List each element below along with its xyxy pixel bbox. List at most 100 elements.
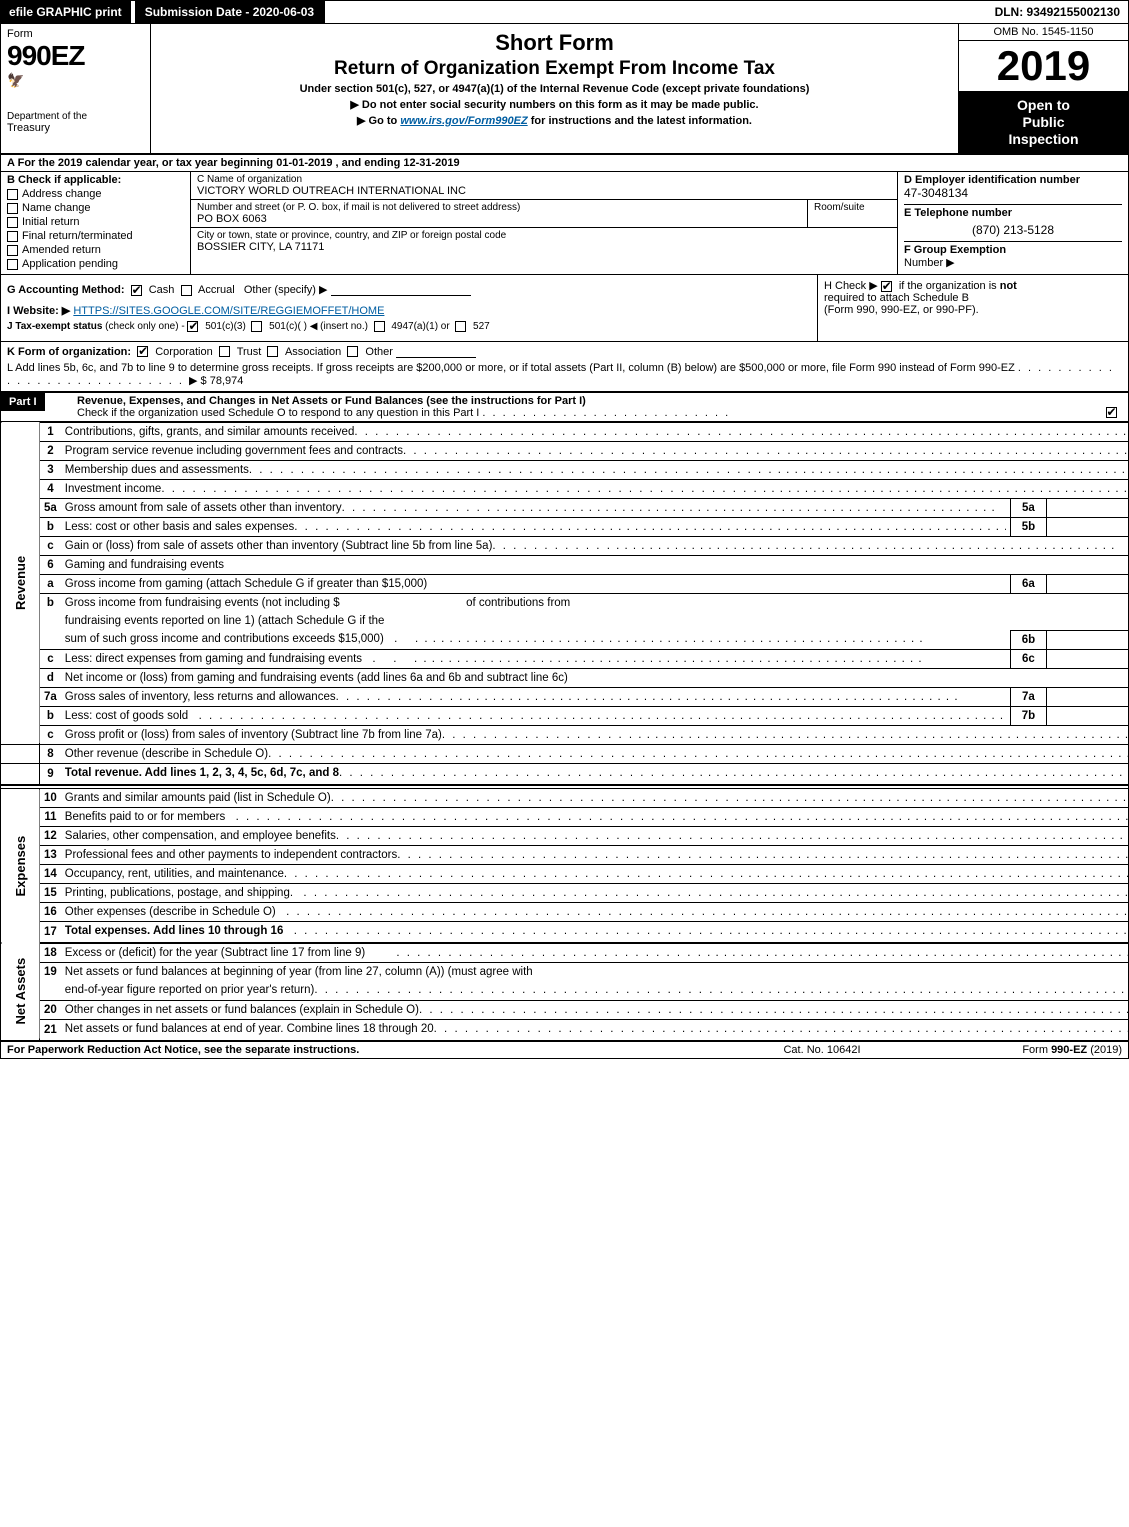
c-city-label: City or town, state or province, country… xyxy=(197,230,891,241)
h-not: not xyxy=(1000,280,1017,292)
g-accrual-label: Accrual xyxy=(198,284,235,296)
expenses-side-label: Expenses xyxy=(1,789,40,944)
r19-num: 19 xyxy=(40,963,61,982)
dots: . . . xyxy=(362,653,1006,665)
k-other-blank[interactable] xyxy=(396,346,476,358)
g-cash-checkbox[interactable] xyxy=(131,285,142,296)
colb-item-3: Final return/terminated xyxy=(7,230,184,242)
dots: . . . . . . . . . . . . . . . . . . . . … xyxy=(188,710,1006,722)
r16-num: 16 xyxy=(40,903,61,922)
irs-link[interactable]: www.irs.gov/Form990EZ xyxy=(400,115,527,127)
tax-year: 2019 xyxy=(959,41,1128,91)
k-assoc-label: Association xyxy=(285,346,341,358)
col-gij: G Accounting Method: Cash Accrual Other … xyxy=(1,275,818,340)
r6b-num: b xyxy=(40,593,61,612)
footer-right-form: 990-EZ xyxy=(1051,1044,1087,1056)
r6-desc: Gaming and fundraising events xyxy=(61,555,1129,574)
treasury-seal-icon: 🦅 xyxy=(7,72,144,89)
header-center: Short Form Return of Organization Exempt… xyxy=(151,24,958,153)
j-4947-label: 4947(a)(1) or xyxy=(391,322,449,333)
r12-desc: Salaries, other compensation, and employ… xyxy=(65,830,336,842)
footer-right-post: (2019) xyxy=(1087,1044,1122,1056)
row-6a: a Gross income from gaming (attach Sched… xyxy=(1,574,1129,593)
dept-line1: Department of the xyxy=(7,111,144,122)
r5a-desc: Gross amount from sale of assets other t… xyxy=(65,502,342,514)
row-12: 12 Salaries, other compensation, and emp… xyxy=(1,827,1129,846)
row-17: 17 Total expenses. Add lines 10 through … xyxy=(1,922,1129,944)
colb-checkbox-0[interactable] xyxy=(7,189,18,200)
d-ein-value: 47-3048134 xyxy=(904,186,1122,200)
k-other-checkbox[interactable] xyxy=(347,346,358,357)
r19-desc-l2: end-of-year figure reported on prior yea… xyxy=(65,984,315,996)
r7c-desc: Gross profit or (loss) from sales of inv… xyxy=(65,729,442,741)
i-label: I Website: ▶ xyxy=(7,305,70,317)
r7a-desc: Gross sales of inventory, less returns a… xyxy=(65,691,336,703)
row-20: 20 Other changes in net assets or fund b… xyxy=(1,1000,1129,1019)
r10-desc: Grants and similar amounts paid (list in… xyxy=(65,792,331,804)
c-name-label: C Name of organization xyxy=(197,174,891,185)
r6b-sval xyxy=(1046,630,1129,649)
dots: . . . . . . . . . . . . . . . . . . . . … xyxy=(331,792,1129,804)
r6-num: 6 xyxy=(40,555,61,574)
part-i-checkline: Check if the organization used Schedule … xyxy=(77,407,479,419)
dots: . . . . . . . . . . . . . . . . . . . . … xyxy=(293,887,1129,899)
r18-desc: Excess or (deficit) for the year (Subtra… xyxy=(65,947,365,959)
row-6c: c Less: direct expenses from gaming and … xyxy=(1,649,1129,668)
row-13: 13 Professional fees and other payments … xyxy=(1,846,1129,865)
r5c-desc: Gain or (loss) from sale of assets other… xyxy=(65,540,493,552)
part-i-schedO-checkbox[interactable] xyxy=(1106,407,1117,418)
colb-checkbox-4[interactable] xyxy=(7,245,18,256)
j-note: (check only one) - xyxy=(102,322,187,333)
r6c-desc: Less: direct expenses from gaming and fu… xyxy=(65,653,362,665)
g-accrual-checkbox[interactable] xyxy=(181,285,192,296)
row-21: 21 Net assets or fund balances at end of… xyxy=(1,1019,1129,1040)
j-501c-checkbox[interactable] xyxy=(251,321,262,332)
k-assoc-checkbox[interactable] xyxy=(267,346,278,357)
r4-num: 4 xyxy=(40,479,61,498)
title-sub1: Under section 501(c), 527, or 4947(a)(1)… xyxy=(159,83,950,95)
colb-checkbox-5[interactable] xyxy=(7,259,18,270)
l-value: ▶ $ 78,974 xyxy=(189,375,243,387)
block-gh: G Accounting Method: Cash Accrual Other … xyxy=(1,275,1128,341)
r9-desc-wrap: Total revenue. Add lines 1, 2, 3, 4, 5c,… xyxy=(65,767,339,781)
r17-num: 17 xyxy=(40,922,61,944)
k-corp-label: Corporation xyxy=(155,346,212,358)
r7a-snum: 7a xyxy=(1010,687,1046,706)
r6c-sval xyxy=(1046,649,1129,668)
row-7c: c Gross profit or (loss) from sales of i… xyxy=(1,725,1129,744)
colb-checkbox-2[interactable] xyxy=(7,217,18,228)
j-4947-checkbox[interactable] xyxy=(374,321,385,332)
efile-print-button[interactable]: efile GRAPHIC print xyxy=(1,1,131,23)
r7b-desc: Less: cost of goods sold xyxy=(65,710,188,722)
k-trust-checkbox[interactable] xyxy=(219,346,230,357)
f-group-label2: Number ▶ xyxy=(904,257,955,269)
row-10: Expenses 10 Grants and similar amounts p… xyxy=(1,789,1129,808)
i-website-link[interactable]: HTTPS://SITES.GOOGLE.COM/SITE/REGGIEMOFF… xyxy=(73,305,384,317)
submission-date-button[interactable]: Submission Date - 2020-06-03 xyxy=(135,1,325,23)
h-pre: H Check ▶ xyxy=(824,280,881,292)
part-i-badge: Part I xyxy=(1,393,45,411)
colb-checkbox-1[interactable] xyxy=(7,203,18,214)
j-527-checkbox[interactable] xyxy=(455,321,466,332)
h-post: if the organization is xyxy=(899,280,1000,292)
r5a-num: 5a xyxy=(40,498,61,517)
r5c-num: c xyxy=(40,536,61,555)
row-16: 16 Other expenses (describe in Schedule … xyxy=(1,903,1129,922)
row-14: 14 Occupancy, rent, utilities, and maint… xyxy=(1,865,1129,884)
header-row: Form 990EZ 🦅 Department of the Treasury … xyxy=(1,24,1128,155)
dots: . . . . . . . . . . . . xyxy=(492,540,1129,552)
g-other-blank[interactable] xyxy=(331,284,471,296)
col-b-check-if-applicable: B Check if applicable: Address changeNam… xyxy=(1,172,191,274)
header-left: Form 990EZ 🦅 Department of the Treasury … xyxy=(1,24,151,153)
colb-label-3: Final return/terminated xyxy=(22,230,133,242)
row-7a: 7a Gross sales of inventory, less return… xyxy=(1,687,1129,706)
j-501c3-checkbox[interactable] xyxy=(187,321,198,332)
r15-num: 15 xyxy=(40,884,61,903)
h-checkbox[interactable] xyxy=(881,281,892,292)
r3-desc: Membership dues and assessments xyxy=(65,464,249,476)
j-label: J Tax-exempt status xyxy=(7,322,102,333)
r5b-snum: 5b xyxy=(1010,517,1046,536)
k-corp-checkbox[interactable] xyxy=(137,346,148,357)
r18-num: 18 xyxy=(40,943,61,963)
colb-checkbox-3[interactable] xyxy=(7,231,18,242)
